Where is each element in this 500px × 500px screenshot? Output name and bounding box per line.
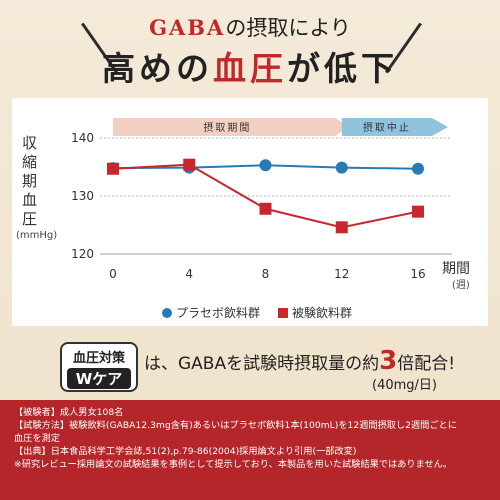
x-axis-unit: (週) — [452, 280, 470, 291]
note-line: 【試験方法】被験飲料(GABA12.3mg含有)あるいはプラセボ飲料1本(100… — [14, 420, 457, 431]
x-tick-label: 16 — [410, 267, 425, 281]
y-axis-label: 収縮期血圧 — [22, 134, 38, 228]
claim-sub: (40mg/日) — [372, 378, 437, 393]
headline-line2-pre: 高めの — [102, 49, 213, 88]
badge: 血圧対策 Wケア — [60, 342, 138, 392]
data-point-square — [335, 221, 348, 234]
claim-number: 3 — [379, 346, 398, 376]
chart-legend: プラセボ飲料群 被験飲料群 — [162, 304, 352, 321]
note-line: 【被験者】成人男女108名 — [14, 407, 124, 418]
y-tick-label: 140 — [71, 131, 94, 145]
y-tick-label: 120 — [71, 247, 94, 261]
data-point-square — [412, 205, 424, 218]
note-line: ※研究レビュー採用論文の試験結果を事例として提示しており、本製品を用いた試験結果… — [14, 459, 453, 470]
phase-bar — [113, 118, 348, 136]
headline-line1-rest: の摂取により — [225, 16, 351, 40]
data-point-circle — [335, 161, 348, 174]
phase-label: 摂取中止 — [363, 121, 411, 134]
note-line: 血圧を測定 — [14, 433, 60, 444]
legend-marker-circle — [162, 307, 172, 318]
data-point-circle — [259, 159, 272, 172]
x-tick-label: 0 — [109, 267, 117, 281]
badge-line2: Wケア — [67, 368, 131, 389]
claim-pre: は、GABAを試験時摂取量の約 — [144, 354, 380, 374]
headline-line2: 高めの血圧が低下 — [0, 42, 500, 90]
y-axis-unit: (mmHg) — [16, 230, 58, 241]
legend-marker-square — [278, 307, 289, 318]
headline-line1: GABAの摂取により — [0, 12, 500, 42]
note-line: 【出典】日本食品科学工学会誌,51(2),p.79-86(2004)採用論文より… — [14, 446, 357, 457]
claim-text: は、GABAを試験時摂取量の約3倍配合! — [144, 346, 455, 376]
legend-label-test: 被験飲料群 — [292, 306, 353, 320]
x-tick-label: 8 — [262, 267, 270, 281]
legend-item-placebo: プラセボ飲料群 — [162, 304, 260, 321]
data-point-square — [259, 202, 272, 215]
claim-post: 倍配合! — [397, 354, 456, 374]
x-axis-label: 期間 — [442, 261, 470, 277]
x-tick-label: 12 — [334, 267, 349, 281]
headline-line2-post: が低下 — [287, 49, 398, 88]
phase-arrow — [341, 118, 448, 136]
legend-item-test: 被験飲料群 — [278, 304, 352, 321]
headline-highlight: 血圧 — [213, 49, 287, 88]
legend-label-placebo: プラセボ飲料群 — [176, 306, 261, 320]
data-point-square — [107, 162, 119, 175]
claim-section: 血圧対策 Wケア は、GABAを試験時摂取量の約3倍配合! (40mg/日) — [0, 340, 500, 396]
line-chart: 摂取期間 摂取中止 120 130 140 0 4 8 12 16 — [71, 118, 452, 281]
y-tick-label: 130 — [71, 189, 94, 203]
headline-brand: GABA — [149, 15, 226, 40]
headline: GABAの摂取により 高めの血圧が低下 — [0, 0, 500, 90]
notes-box: 【被験者】成人男女108名 【試験方法】被験飲料(GABA12.3mg含有)ある… — [0, 400, 500, 500]
chart-card: 収縮期血圧 (mmHg) 期間 (週) 摂取期間 摂取中止 120 130 140 0 4 8… — [12, 98, 488, 326]
x-tick-label: 4 — [185, 267, 193, 281]
phase-label: 摂取期間 — [203, 121, 251, 134]
data-point-circle — [412, 162, 424, 175]
data-point-square — [183, 158, 196, 171]
badge-line1: 血圧対策 — [72, 351, 125, 366]
